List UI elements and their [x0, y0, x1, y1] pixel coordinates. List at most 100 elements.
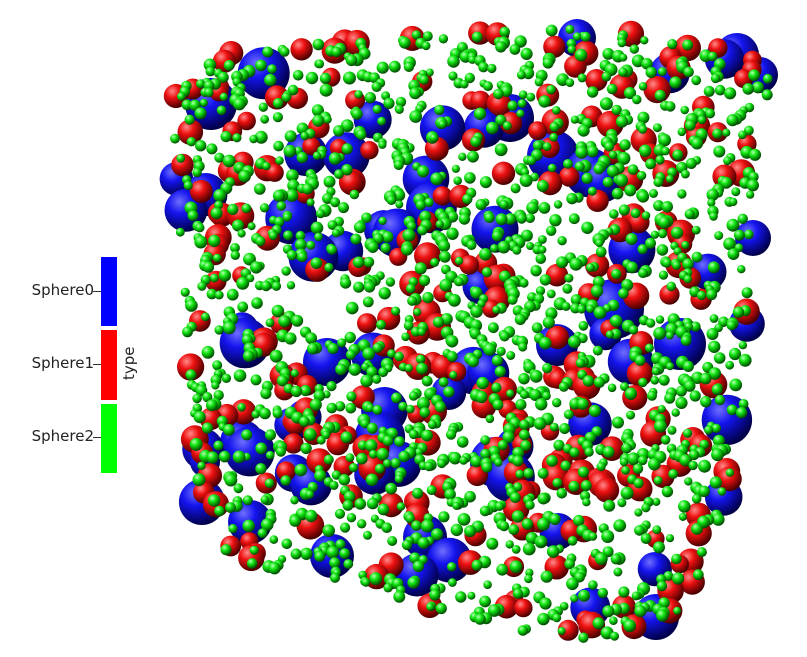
sphere2-particle — [621, 442, 632, 454]
sphere2-particle — [703, 85, 715, 97]
sphere2-particle — [620, 382, 629, 392]
sphere2-particle — [526, 155, 537, 166]
legend-swatch-sphere2 — [101, 404, 117, 473]
sphere2-particle — [653, 541, 665, 554]
sphere2-particle — [305, 71, 319, 85]
sphere2-particle — [577, 304, 586, 314]
legend-label-sphere2: Sphere2 — [31, 427, 94, 445]
sphere2-particle — [700, 396, 712, 408]
sphere2-particle — [494, 366, 506, 378]
sphere2-particle — [726, 114, 739, 127]
sphere2-particle — [331, 470, 342, 480]
sphere2-particle — [710, 73, 721, 84]
sphere2-particle — [357, 519, 367, 529]
sphere2-particle — [467, 150, 479, 163]
sphere2-particle — [220, 131, 232, 143]
sphere2-particle — [570, 294, 582, 306]
sphere2-particle — [271, 281, 282, 291]
sphere2-particle — [219, 92, 228, 101]
sphere2-particle — [497, 240, 511, 254]
sphere2-particle — [273, 140, 284, 152]
sphere2-particle — [421, 375, 433, 387]
sphere2-particle — [671, 553, 682, 565]
sphere2-particle — [618, 586, 630, 598]
sphere2-particle — [664, 392, 676, 404]
sphere2-particle — [563, 159, 573, 169]
sphere2-particle — [549, 132, 559, 142]
sphere2-particle — [707, 261, 720, 274]
sphere2-particle — [319, 72, 331, 84]
sphere2-particle — [460, 79, 469, 89]
sphere2-particle — [593, 376, 606, 388]
sphere2-particle — [446, 227, 459, 240]
sphere2-particle — [672, 149, 684, 161]
sphere2-particle — [205, 399, 218, 412]
sphere2-particle — [187, 210, 199, 222]
sphere2-particle — [403, 61, 414, 72]
sphere2-particle — [290, 385, 303, 397]
sphere2-particle — [637, 455, 648, 466]
sphere2-particle — [661, 201, 673, 213]
sphere2-particle — [623, 87, 637, 100]
sphere2-particle — [613, 519, 627, 532]
sphere2-particle — [411, 30, 422, 40]
sphere2-particle — [619, 139, 631, 151]
sphere2-particle — [324, 262, 334, 273]
sphere2-particle — [283, 144, 297, 158]
sphere2-particle — [372, 405, 383, 415]
sphere2-particle — [688, 449, 700, 461]
sphere2-particle — [349, 189, 360, 200]
sphere2-particle — [650, 230, 659, 239]
sphere2-particle — [189, 437, 203, 451]
sphere2-particle — [537, 612, 550, 626]
sphere2-particle — [464, 490, 476, 503]
sphere2-particle — [381, 522, 393, 533]
sphere2-particle — [225, 502, 236, 513]
sphere2-particle — [657, 67, 667, 77]
sphere2-particle — [424, 461, 434, 472]
sphere2-particle — [652, 123, 662, 133]
sphere2-particle — [520, 440, 531, 451]
sphere2-particle — [599, 97, 613, 111]
sphere2-particle — [683, 274, 692, 284]
sphere2-particle — [738, 399, 749, 409]
sphere2-particle — [401, 539, 413, 551]
sphere2-particle — [197, 281, 207, 291]
sphere2-particle — [185, 369, 197, 381]
sphere2-particle — [290, 369, 299, 378]
sphere2-particle — [709, 212, 718, 221]
sphere2-particle — [408, 429, 419, 440]
sphere2-particle — [361, 578, 371, 587]
sphere2-particle — [323, 175, 336, 188]
sphere1-particle — [432, 186, 452, 206]
sphere2-particle — [315, 59, 325, 69]
sphere2-particle — [512, 588, 524, 599]
sphere2-particle — [495, 41, 507, 53]
legend-swatch-sphere1 — [101, 330, 117, 400]
sphere2-particle — [608, 150, 618, 160]
sphere2-particle — [285, 189, 299, 202]
sphere2-particle — [604, 141, 615, 152]
sphere2-particle — [645, 237, 656, 249]
sphere2-particle — [561, 301, 571, 311]
sphere2-particle — [296, 122, 309, 135]
sphere2-particle — [331, 46, 342, 58]
sphere2-particle — [601, 71, 612, 82]
sphere2-particle — [641, 211, 651, 220]
sphere2-particle — [250, 261, 263, 274]
sphere2-particle — [666, 281, 677, 292]
sphere2-particle — [255, 59, 267, 72]
sphere1-particle — [557, 619, 579, 641]
sphere2-particle — [728, 347, 742, 361]
sphere2-particle — [603, 499, 616, 512]
sphere2-particle — [615, 174, 629, 187]
sphere2-particle — [657, 228, 668, 239]
sphere2-particle — [350, 233, 362, 245]
sphere2-particle — [607, 383, 617, 393]
sphere2-particle — [365, 403, 375, 413]
sphere2-particle — [401, 332, 410, 342]
sphere2-particle — [580, 31, 591, 42]
sphere2-particle — [568, 213, 580, 225]
sphere2-particle — [537, 492, 550, 505]
